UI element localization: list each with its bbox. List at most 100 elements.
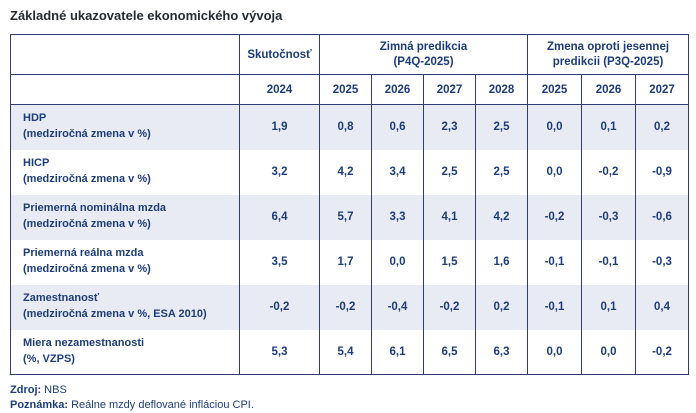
value-cell: 3,2 bbox=[239, 149, 320, 195]
winter-prediction-group-header: Zimná predikcia (P4Q-2025) bbox=[319, 34, 528, 75]
table-row: HDP (medziročná zmena v %) 1,9 0,8 0,6 2,3 2… bbox=[10, 104, 690, 150]
note-label: Poznámka: bbox=[10, 398, 69, 411]
value-cell: 6,4 bbox=[239, 194, 320, 240]
note-value: Reálne mzdy deflované infláciou CPI. bbox=[71, 398, 254, 411]
value-cell: -0,1 bbox=[581, 239, 636, 285]
value-cell: 6,5 bbox=[423, 329, 476, 375]
year-header-change-2025: 2025 bbox=[527, 74, 582, 105]
indicator-label-cell: Priemerná reálna mzda (medziročná zmena … bbox=[10, 239, 240, 285]
table-row: Priemerná reálna mzda (medziročná zmena … bbox=[10, 239, 690, 285]
footnotes: Zdroj: NBS Poznámka: Reálne mzdy deflované… bbox=[10, 383, 688, 413]
value-cell: 6,3 bbox=[475, 329, 528, 375]
change-vs-autumn-group-header: Zmena oproti jesennej predikcii (P3Q-202… bbox=[526, 34, 690, 75]
value-cell: 0,0 bbox=[527, 149, 582, 195]
row-sublabel: (medziročná zmena v %) bbox=[23, 263, 151, 275]
value-cell: 0,0 bbox=[527, 329, 582, 375]
value-cell: 0,2 bbox=[475, 284, 528, 330]
value-cell: 0,1 bbox=[581, 104, 636, 150]
value-cell: 5,3 bbox=[239, 329, 320, 375]
row-label: Priemerná reálna mzda bbox=[23, 247, 144, 260]
year-header-row: 2024 2025 2026 2027 2028 2025 2026 2027 bbox=[10, 74, 690, 105]
value-cell: -0,2 bbox=[423, 284, 476, 330]
value-cell: 0,2 bbox=[634, 104, 690, 150]
value-cell: 4,1 bbox=[423, 194, 476, 240]
year-header-2028: 2028 bbox=[475, 74, 528, 105]
value-cell: -0,2 bbox=[527, 194, 582, 240]
table-row: HICP (medziročná zmena v %) 3,2 4,2 3,4 2,5… bbox=[10, 149, 690, 195]
group-header-line: Zmena oproti jesennej bbox=[546, 41, 670, 54]
group-header-line: predikcii (P3Q-2025) bbox=[552, 55, 664, 68]
value-cell: -0,1 bbox=[527, 284, 582, 330]
actual-column-header: Skutočnosť bbox=[239, 34, 320, 75]
value-cell: 3,4 bbox=[371, 149, 424, 195]
row-sublabel: (medziročná zmena v %) bbox=[23, 173, 151, 185]
value-cell: 3,5 bbox=[239, 239, 320, 285]
year-header-2026: 2026 bbox=[371, 74, 424, 105]
value-cell: 0,8 bbox=[319, 104, 372, 150]
year-header-change-2026: 2026 bbox=[581, 74, 636, 105]
source-value: NBS bbox=[44, 384, 67, 396]
indicator-label-cell: HDP (medziročná zmena v %) bbox=[10, 104, 240, 150]
corner-cell bbox=[10, 34, 240, 75]
value-cell: 0,0 bbox=[581, 329, 636, 375]
indicator-label-cell: Miera nezamestnanosti (%, VZPS) bbox=[10, 329, 240, 375]
value-cell: -0,2 bbox=[319, 284, 372, 330]
value-cell: 0,0 bbox=[527, 104, 582, 150]
group-header-line: (P4Q-2025) bbox=[393, 55, 454, 68]
row-label: HDP bbox=[23, 112, 47, 125]
year-header-2024: 2024 bbox=[239, 74, 320, 105]
row-label: HICP bbox=[23, 157, 50, 170]
value-cell: -0,3 bbox=[581, 194, 636, 240]
value-cell: 1,6 bbox=[475, 239, 528, 285]
value-cell: 1,7 bbox=[319, 239, 372, 285]
indicator-label-cell: HICP (medziročná zmena v %) bbox=[10, 149, 240, 195]
row-sublabel: (%, VZPS) bbox=[23, 352, 75, 365]
row-label: Priemerná nominálna mzda bbox=[23, 202, 167, 215]
year-header-2027: 2027 bbox=[423, 74, 476, 105]
value-cell: 0,0 bbox=[371, 239, 424, 285]
methodology-note: Poznámka: Reálne mzdy deflované infláciou… bbox=[10, 398, 688, 413]
value-cell: 1,5 bbox=[423, 239, 476, 285]
table-row: Priemerná nominálna mzda (medziročná zme… bbox=[10, 194, 690, 240]
value-cell: 4,2 bbox=[475, 194, 528, 240]
indicators-table: Skutočnosť Zimná predikcia (P4Q-2025) Zm… bbox=[10, 34, 690, 375]
source-label: Zdroj: bbox=[10, 384, 42, 396]
value-cell: 1,9 bbox=[239, 104, 320, 150]
row-label: Zamestnanosť bbox=[23, 292, 100, 305]
value-cell: 2,5 bbox=[423, 149, 476, 195]
group-header-row: Skutočnosť Zimná predikcia (P4Q-2025) Zm… bbox=[10, 34, 690, 75]
indicator-label-cell: Zamestnanosť (medziročná zmena v %, ESA … bbox=[10, 284, 240, 330]
table-body: HDP (medziročná zmena v %) 1,9 0,8 0,6 2,3 2… bbox=[10, 104, 690, 375]
source-note: Zdroj: NBS bbox=[10, 383, 688, 398]
value-cell: -0,6 bbox=[634, 194, 690, 240]
corner-cell-2 bbox=[10, 74, 240, 105]
row-sublabel: (medziročná zmena v %) bbox=[23, 128, 151, 141]
value-cell: -0,2 bbox=[634, 329, 690, 375]
value-cell: -0,9 bbox=[634, 149, 690, 195]
table-row: Zamestnanosť (medziročná zmena v %, ESA … bbox=[10, 284, 690, 330]
row-sublabel: (medziročná zmena v %, ESA 2010) bbox=[23, 308, 207, 320]
value-cell: -0,2 bbox=[239, 284, 320, 330]
table-row: Miera nezamestnanosti (%, VZPS) 5,3 5,4 6,… bbox=[10, 329, 690, 375]
row-sublabel: (medziročná zmena v %) bbox=[23, 218, 151, 230]
value-cell: -0,3 bbox=[634, 239, 690, 285]
value-cell: -0,1 bbox=[527, 239, 582, 285]
value-cell: 2,5 bbox=[475, 149, 528, 195]
year-header-2025: 2025 bbox=[319, 74, 372, 105]
value-cell: 2,5 bbox=[475, 104, 528, 150]
value-cell: 5,4 bbox=[319, 329, 372, 375]
value-cell: -0,2 bbox=[581, 149, 636, 195]
page-title: Základné ukazovatele ekonomického vývoja bbox=[10, 8, 283, 23]
row-label: Miera nezamestnanosti bbox=[23, 336, 145, 349]
group-header-line: Zimná predikcia bbox=[379, 41, 468, 54]
year-header-change-2027: 2027 bbox=[634, 74, 690, 105]
value-cell: 2,3 bbox=[423, 104, 476, 150]
value-cell: 4,2 bbox=[319, 149, 372, 195]
value-cell: 0,6 bbox=[371, 104, 424, 150]
value-cell: 5,7 bbox=[319, 194, 372, 240]
value-cell: 6,1 bbox=[371, 329, 424, 375]
value-cell: 0,1 bbox=[581, 284, 636, 330]
value-cell: 0,4 bbox=[634, 284, 690, 330]
value-cell: -0,4 bbox=[371, 284, 424, 330]
